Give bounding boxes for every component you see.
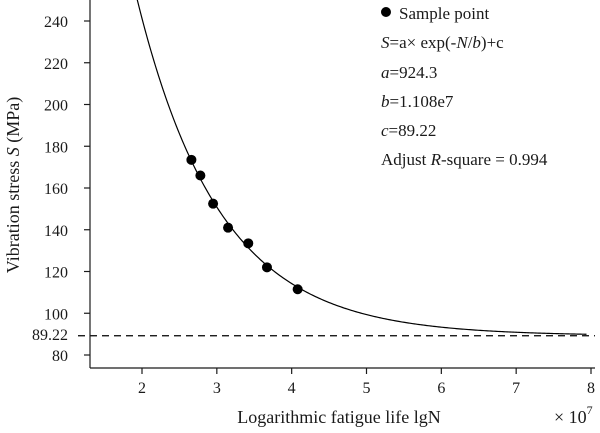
fit-curve [136, 0, 587, 335]
sample-point [243, 238, 254, 249]
x-axis-title: Logarithmic fatigue life lgN [237, 407, 440, 427]
y-tick-label: 80 [52, 348, 68, 365]
y-tick-label: 180 [44, 139, 68, 156]
legend-marker [381, 7, 391, 17]
sample-point [261, 262, 272, 273]
sample-point [195, 170, 206, 181]
y-tick-label: 240 [44, 14, 68, 31]
y-tick-label: 140 [44, 223, 68, 240]
x-tick-label: 2 [138, 380, 146, 397]
sample-point [223, 222, 234, 233]
x-ticks: 2 3 4 5 6 7 8 [138, 368, 595, 397]
x-tick-label: 5 [363, 380, 371, 397]
y-tick-label: 160 [44, 181, 68, 198]
r-square: Adjust R-square = 0.994 [381, 150, 548, 169]
y-tick-label: 100 [44, 306, 68, 323]
x-tick-label: 4 [288, 380, 296, 397]
asymptote-label: 89.22 [32, 327, 68, 344]
sample-point [292, 284, 303, 295]
x-tick-label: 7 [512, 380, 520, 397]
sample-point [208, 198, 219, 209]
fit-equation: S=a× exp(-N/b)+c [381, 33, 504, 52]
sample-points [186, 154, 303, 295]
param-b: b=1.108e7 [381, 92, 454, 111]
x-tick-label: 6 [437, 380, 445, 397]
y-ticks: 80 100 120 140 160 180 200 220 240 [44, 14, 90, 365]
x-tick-label: 8 [587, 380, 595, 397]
x-tick-label: 3 [213, 380, 221, 397]
y-tick-label: 220 [44, 56, 68, 73]
y-axis-title: Vibration stress S (MPa) [3, 97, 24, 273]
y-tick-label: 200 [44, 98, 68, 115]
legend-sample-point: Sample point [399, 4, 489, 23]
param-c: c=89.22 [381, 121, 436, 140]
param-a: a=924.3 [381, 63, 437, 82]
x-axis-multiplier: × 107 [554, 403, 593, 427]
x-axis-multiplier-exponent: 7 [587, 403, 593, 417]
y-tick-label: 120 [44, 265, 68, 282]
sample-point [186, 154, 197, 165]
